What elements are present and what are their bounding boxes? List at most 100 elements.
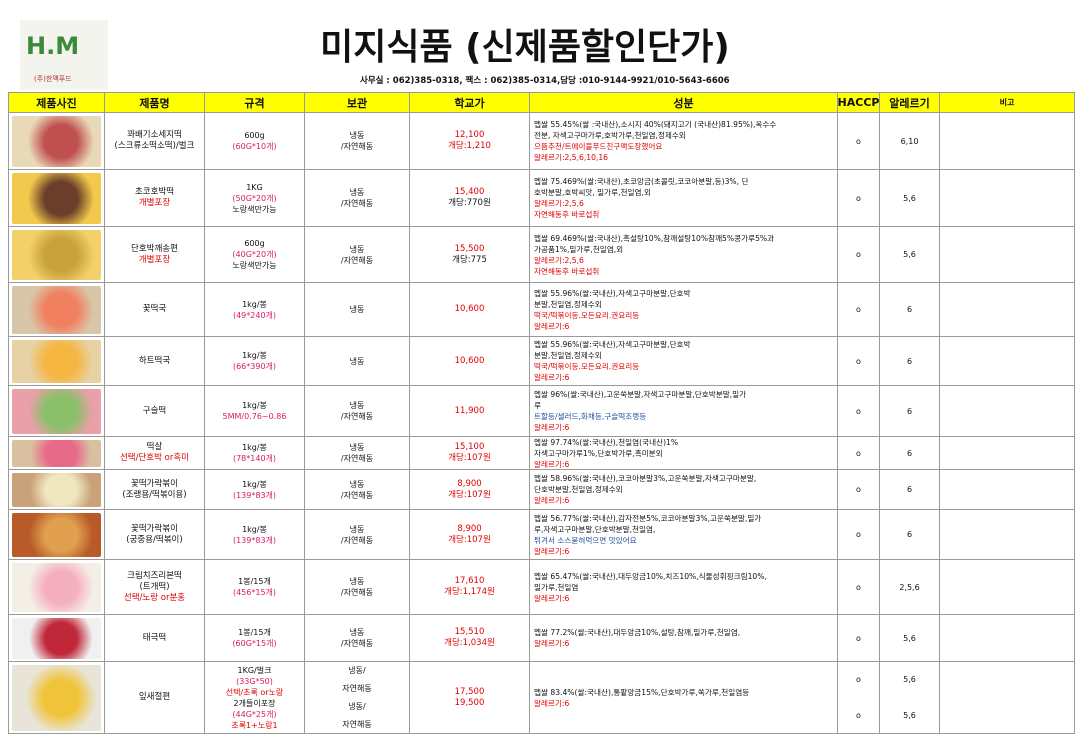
allergy-line: 2,5,6 bbox=[899, 582, 920, 592]
table-cell: 17,500 19,500 bbox=[410, 662, 530, 734]
price-line: 15,510 bbox=[454, 627, 485, 637]
name-line: 꽃떡가락볶이 bbox=[131, 478, 178, 489]
spec-line: (33G*50) bbox=[236, 676, 273, 686]
haccp-line: o bbox=[856, 485, 861, 494]
table-cell: 멥쌀 77.2%(쌀:국내산),대두앙금10%,설탕,참깨,밀가루,천일염, 알레… bbox=[530, 615, 838, 662]
price-line: 10,600 bbox=[454, 355, 485, 366]
allergy-line: 6 bbox=[906, 356, 913, 366]
table-cell: 냉동/자연해동 bbox=[305, 386, 410, 437]
ingredients-line: 알레르기:6 bbox=[534, 639, 570, 648]
price-line: 개당:1,034원 bbox=[444, 638, 495, 648]
price-line: 15,500 bbox=[454, 243, 485, 254]
price-line: 개당:1,174원 bbox=[444, 587, 495, 597]
table-cell: o bbox=[838, 437, 880, 470]
name-line: 초코호박떡 bbox=[134, 187, 175, 197]
table-cell: 1kg/봉 (49*240개) bbox=[205, 283, 305, 337]
table-cell: 11,900 bbox=[410, 386, 530, 437]
name-line: 꽃떡국 bbox=[142, 304, 167, 314]
table-cell: 냉동/자연해동 bbox=[305, 470, 410, 510]
spec-line: (78*140개) bbox=[232, 454, 277, 463]
product-photo bbox=[12, 664, 101, 731]
ingredients-line: 호박분말,호박씨앗, 밀가루,천일염,외 bbox=[534, 188, 651, 197]
table-cell: 1봉/15개 (60G*15개) bbox=[205, 615, 305, 662]
storage-line: 냉동 bbox=[349, 628, 365, 637]
table-cell: 10,600 bbox=[410, 337, 530, 386]
price-line: 17,500 bbox=[454, 686, 485, 697]
table-cell bbox=[8, 113, 105, 170]
spec-line: 600g bbox=[244, 239, 265, 248]
price-line: 19,500 bbox=[454, 697, 485, 708]
table-cell: 1KG/벌크 (33G*50) 선택/초록 or노랑 2개들이포장 (44G*25개) 초… bbox=[205, 662, 305, 734]
table-cell: 10,600 bbox=[410, 283, 530, 337]
table-cell: o bbox=[838, 615, 880, 662]
table-cell: 1KG (50G*20개) 노랑색만가능 bbox=[205, 170, 305, 227]
price-line: 12,100 bbox=[454, 130, 485, 140]
name-line: 떡살 bbox=[146, 442, 163, 452]
spec-line: (50G*20개) bbox=[232, 193, 277, 203]
table-cell: 멥쌀 97.74%(쌀:국내산),천일염(국내산)1% 자색고구마가루1%,단호박… bbox=[530, 437, 838, 470]
haccp-line: o bbox=[856, 530, 861, 539]
spec-line: 1kg/봉 bbox=[242, 443, 267, 452]
ingredients-line: 알레르기:2,5,6 bbox=[534, 255, 584, 265]
table-cell: 멥쌀 55.45%(쌀 :국내산),소시지 40%(돼지고기 (국내산)81.9… bbox=[530, 113, 838, 170]
product-photo bbox=[12, 285, 101, 334]
table-cell bbox=[8, 615, 105, 662]
spec-line: 600g bbox=[244, 131, 265, 140]
table-cell bbox=[940, 510, 1075, 560]
allergy-line: 6 bbox=[906, 485, 913, 494]
ingredients-line: 튀겨서 소스묻혀먹으면 맛있어요 bbox=[534, 535, 637, 545]
header-cell: HACCP bbox=[838, 92, 880, 113]
table-cell bbox=[940, 386, 1075, 437]
table-cell: 멥쌀 58.96%(쌀:국내산),코코아분말3%,고운쑥분말,자색고구마분말, 단… bbox=[530, 470, 838, 510]
table-cell bbox=[8, 170, 105, 227]
storage-line: 자연해동 bbox=[342, 684, 372, 694]
storage-line: 냉동 bbox=[349, 244, 365, 254]
table-cell: 1kg/봉 5MM/0.76~0.86 bbox=[205, 386, 305, 437]
table-cell: 8,900 개당:107원 bbox=[410, 470, 530, 510]
storage-line: 냉동 bbox=[349, 479, 365, 489]
table-cell: 잎새절편 bbox=[105, 662, 205, 734]
name-line: (스크류소떡소떡)/벌크 bbox=[114, 141, 195, 151]
table-cell bbox=[940, 615, 1075, 662]
table-cell: 냉동/자연해동 bbox=[305, 113, 410, 170]
table-cell: 멥쌀 55.96%(쌀:국내산),자색고구마분말,단호박 분말,천일염,정제수외 떡… bbox=[530, 337, 838, 386]
table-cell: 크림치즈리본떡 (트개떡) 선택/노랑 or분홍 bbox=[105, 560, 205, 615]
table-cell bbox=[940, 170, 1075, 227]
table-cell: 2,5,6 bbox=[880, 560, 940, 615]
spec-line: 1kg/봉 bbox=[242, 401, 267, 410]
allergy-line: 6 bbox=[906, 305, 913, 314]
product-photo bbox=[12, 472, 101, 507]
table-cell: 6 bbox=[880, 337, 940, 386]
storage-line: 냉동/ bbox=[348, 666, 366, 676]
ingredients-line: 떡국/떡볶이등.모든요리.권요리등 bbox=[534, 362, 640, 371]
table-cell: 냉동 bbox=[305, 337, 410, 386]
table-cell: o bbox=[838, 560, 880, 615]
table-cell: 멥쌀 75.469%(쌀:국내산),초코앙금(초콜릿,코코아분말,등)3%, 단… bbox=[530, 170, 838, 227]
ingredients-line: 떡국/떡볶이등.모든요리.권요리등 bbox=[534, 310, 640, 320]
spec-line: 선택/초록 or노랑 bbox=[225, 687, 284, 697]
price-line: 11,900 bbox=[454, 405, 485, 416]
table-cell: 1kg/봉 (78*140개) bbox=[205, 437, 305, 470]
header-cell: 비고 bbox=[940, 92, 1075, 113]
table-cell: o bbox=[838, 170, 880, 227]
storage-line: 냉동 bbox=[349, 305, 365, 314]
title: 미지식품 (신제품할인단가) bbox=[320, 27, 730, 68]
table-cell: 꽃떡가락볶이 (조랭용/떡볶이용) bbox=[105, 470, 205, 510]
haccp-line: o bbox=[856, 582, 861, 592]
header-cell: 제품사진 bbox=[8, 92, 105, 113]
name-line: 구슬떡 bbox=[142, 405, 167, 416]
table-cell: 1kg/봉 (139*83개) bbox=[205, 510, 305, 560]
table-cell: 냉동/자연해동 bbox=[305, 437, 410, 470]
ingredients-line: 멥쌀 55.45%(쌀 :국내산),소시지 40%(돼지고기 (국내산)81.9… bbox=[534, 120, 777, 129]
allergy-line: 6 bbox=[906, 406, 913, 416]
name-line: 선택/노랑 or분홍 bbox=[123, 592, 186, 603]
table-cell bbox=[940, 283, 1075, 337]
haccp-line: o bbox=[856, 136, 861, 146]
name-line: (조랭용/떡볶이용) bbox=[122, 489, 187, 500]
table-cell bbox=[940, 437, 1075, 470]
name-line: 선택/단호박 or흑미 bbox=[119, 453, 189, 463]
price-line: 15,400 bbox=[454, 187, 485, 197]
storage-line: 냉동 bbox=[349, 188, 365, 197]
table-cell: 멥쌀 96%(쌀:국내산),고운쑥분말,자색고구마분말,단호박분말,밀가 루 트할등… bbox=[530, 386, 838, 437]
